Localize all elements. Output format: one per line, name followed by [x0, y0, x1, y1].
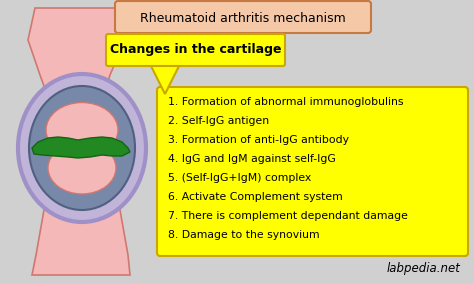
Text: 6. Activate Complement system: 6. Activate Complement system — [168, 192, 343, 202]
Ellipse shape — [18, 74, 146, 222]
Text: Changes in the cartilage: Changes in the cartilage — [110, 43, 281, 57]
Ellipse shape — [48, 142, 116, 194]
Polygon shape — [28, 8, 130, 132]
Text: 1. Formation of abnormal immunoglobulins: 1. Formation of abnormal immunoglobulins — [168, 97, 403, 107]
Polygon shape — [32, 165, 130, 275]
Text: 2. Self-IgG antigen: 2. Self-IgG antigen — [168, 116, 269, 126]
Ellipse shape — [29, 86, 135, 210]
Text: Rheumatoid arthritis mechanism: Rheumatoid arthritis mechanism — [140, 11, 346, 24]
Text: 4. IgG and IgM against self-IgG: 4. IgG and IgM against self-IgG — [168, 154, 336, 164]
Text: labpedia.net: labpedia.net — [386, 262, 460, 275]
Polygon shape — [150, 64, 180, 94]
Text: 8. Damage to the synovium: 8. Damage to the synovium — [168, 230, 319, 240]
FancyBboxPatch shape — [115, 1, 371, 33]
Text: 5. (Self-IgG+IgM) complex: 5. (Self-IgG+IgM) complex — [168, 173, 311, 183]
Polygon shape — [32, 137, 130, 158]
Text: 7. There is complement dependant damage: 7. There is complement dependant damage — [168, 211, 408, 221]
FancyBboxPatch shape — [157, 87, 468, 256]
Text: 3. Formation of anti-IgG antibody: 3. Formation of anti-IgG antibody — [168, 135, 349, 145]
Ellipse shape — [46, 103, 118, 158]
FancyBboxPatch shape — [106, 34, 285, 66]
